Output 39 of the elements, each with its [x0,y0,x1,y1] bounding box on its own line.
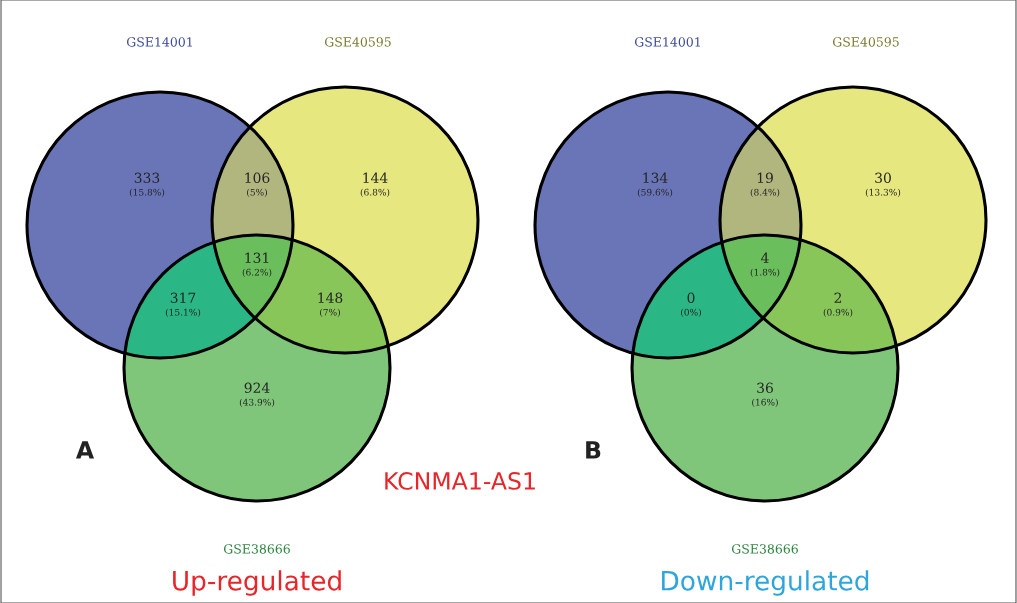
data-label: 2 [834,292,842,303]
data-label: 19 [757,172,773,184]
text: (0%) [681,308,701,317]
text: GSE40595 [324,37,391,47]
text: GSE38666 [223,544,290,554]
data-label: 148 [318,292,343,304]
text: (15.1%) [165,308,201,317]
text: (6.2%) [242,268,272,277]
data-label: 144 [363,172,388,183]
data-label: 131 [245,252,269,264]
data-label: 4 [761,252,769,263]
data-label: 106 [245,172,270,184]
text: (0.9%) [823,308,853,317]
text: B [586,441,601,459]
text: GSE38666 [731,544,798,554]
text: Up-regulated [173,570,341,596]
data-label: 333 [134,172,160,184]
text: (8.4%) [750,188,780,197]
text: (1.8%) [750,268,780,277]
text: Down-regulated [662,570,869,596]
text: (59.6%) [637,188,673,197]
text: A [75,441,95,459]
text: GSE14001 [634,37,700,47]
data-label: 30 [875,172,891,184]
data-label: 36 [757,382,773,394]
text: (7%) [320,308,340,317]
text: (15.8%) [129,188,165,197]
text: (13.3%) [865,188,901,197]
text: (16%) [752,398,778,407]
data-label: 317 [170,292,196,304]
data-label: 0 [687,292,695,304]
text: (6.8%) [360,188,390,197]
text: GSE14001 [126,37,192,47]
data-label: 924 [244,382,270,394]
text: GSE40595 [832,37,899,47]
text: (43.9%) [239,398,275,407]
data-label: 134 [643,172,668,184]
text: (5%) [247,188,267,197]
text: KCNMA1-AS1 [385,471,535,490]
